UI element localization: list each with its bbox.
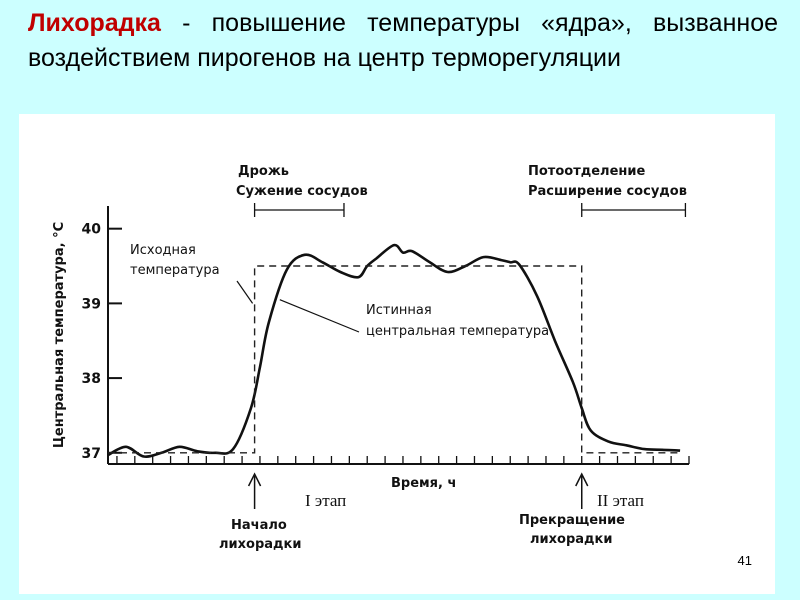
figure-panel: Центральная температура, °С Время, ч Дро… bbox=[19, 114, 775, 594]
stop-label-1: Прекращение bbox=[519, 513, 625, 528]
y-tick-label-38: 38 bbox=[82, 371, 101, 387]
y-tick-label-39: 39 bbox=[82, 296, 101, 312]
title-rest: - повышение температуры «ядра», вызванно… bbox=[28, 9, 778, 72]
true-temp-label-2: центральная температура bbox=[366, 324, 549, 339]
onset-label-2: лихорадки bbox=[219, 537, 301, 552]
initial-temp-leader bbox=[236, 280, 254, 304]
shiver-label-2: Сужение сосудов bbox=[236, 184, 368, 199]
y-axis-label: Центральная температура, °С bbox=[52, 222, 67, 448]
stage-1-label: I этап bbox=[305, 491, 346, 510]
onset-label-1: Начало bbox=[231, 518, 287, 533]
stop-label-2: лихорадки bbox=[530, 532, 612, 547]
x-axis-label: Время, ч bbox=[391, 476, 456, 491]
slide-number: 41 bbox=[737, 553, 752, 568]
stop-arrow-head bbox=[575, 472, 589, 487]
slide-title: Лихорадка - повышение температуры «ядра»… bbox=[28, 6, 778, 76]
onset-arrow-head bbox=[247, 472, 262, 487]
fever-chart: Центральная температура, °С Время, ч Дро… bbox=[52, 164, 690, 552]
y-tick-label-40: 40 bbox=[82, 222, 102, 238]
initial-temp-label-1: Исходная bbox=[130, 243, 196, 258]
true-temp-leader bbox=[279, 299, 360, 333]
title-accent: Лихорадка bbox=[28, 9, 161, 37]
sweat-label-2: Расширение сосудов bbox=[528, 184, 687, 199]
shiver-label-1: Дрожь bbox=[238, 164, 289, 179]
y-tick-label-37: 37 bbox=[82, 446, 101, 462]
initial-temperature-line bbox=[108, 265, 681, 454]
stage-2-label: II этап bbox=[597, 491, 644, 510]
initial-temp-label-2: температура bbox=[130, 263, 220, 278]
sweat-label-1: Потоотделение bbox=[528, 164, 645, 179]
true-temp-label-1: Истинная bbox=[366, 303, 432, 318]
